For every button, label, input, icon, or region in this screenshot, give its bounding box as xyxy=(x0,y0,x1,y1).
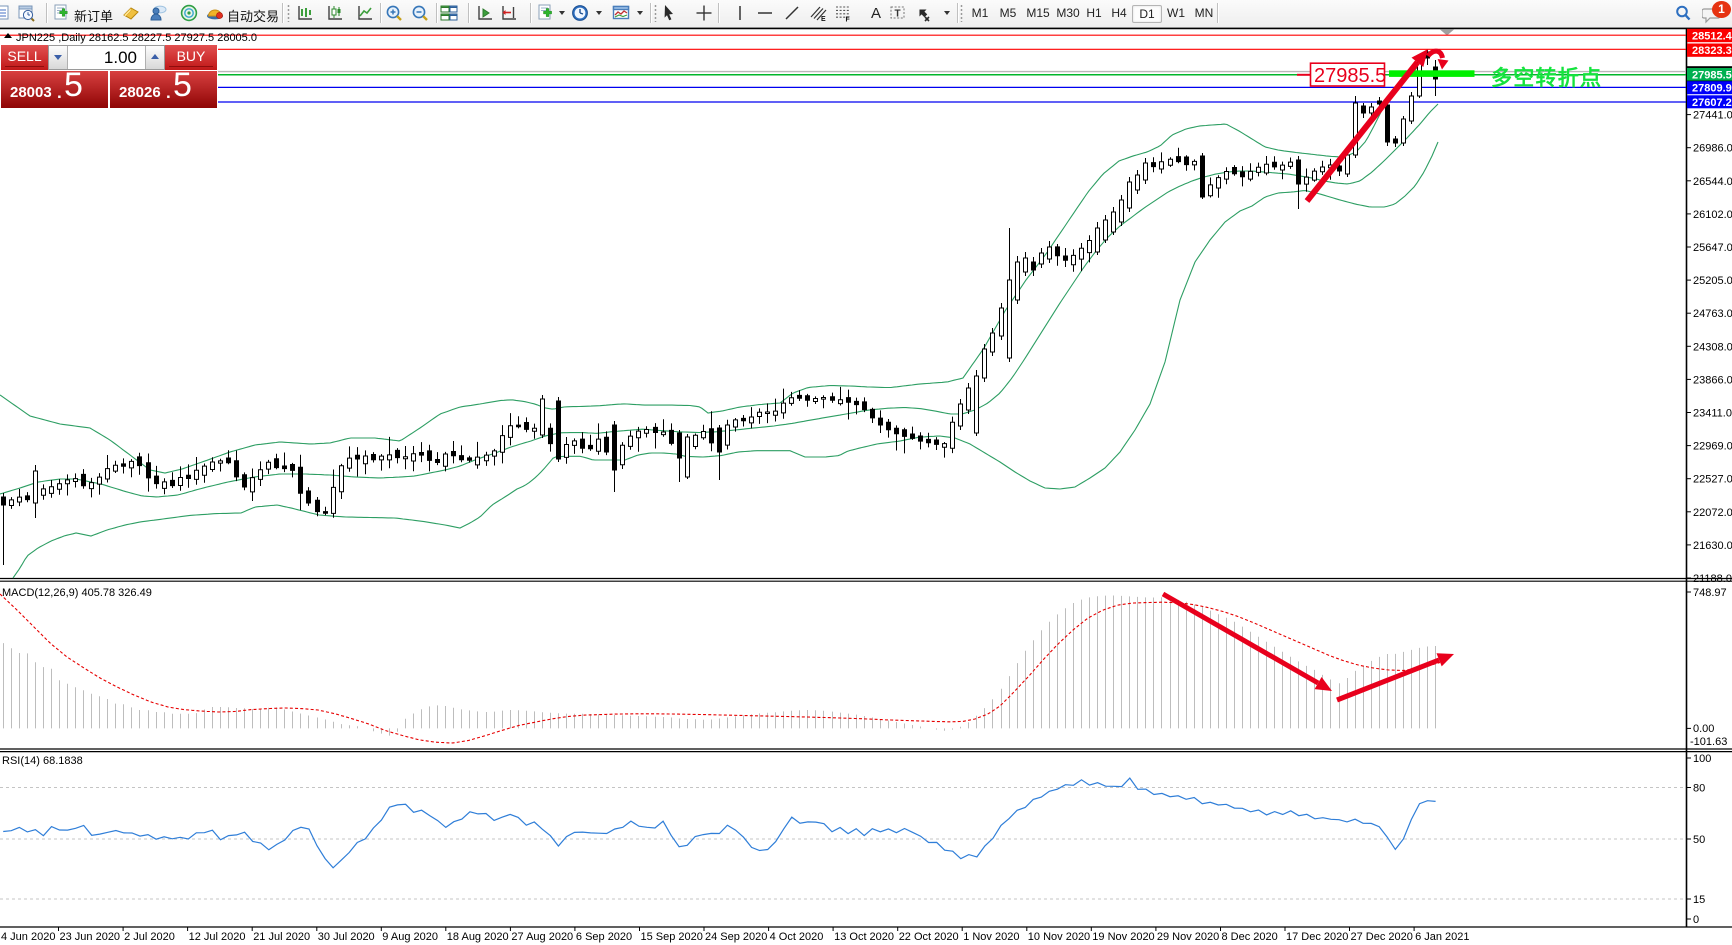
svg-text:2 Jul 2020: 2 Jul 2020 xyxy=(124,931,175,943)
svg-text:50: 50 xyxy=(1693,834,1705,846)
svg-text:26986.0: 26986.0 xyxy=(1693,143,1732,155)
svg-text:28512.4: 28512.4 xyxy=(1692,31,1732,43)
svg-text:RSI(14) 68.1838: RSI(14) 68.1838 xyxy=(2,755,83,767)
svg-text:18 Aug 2020: 18 Aug 2020 xyxy=(447,931,509,943)
svg-text:10 Nov 2020: 10 Nov 2020 xyxy=(1028,931,1090,943)
svg-text:21 Jul 2020: 21 Jul 2020 xyxy=(253,931,310,943)
svg-text:24 Sep 2020: 24 Sep 2020 xyxy=(705,931,767,943)
svg-text:26544.0: 26544.0 xyxy=(1693,176,1732,188)
svg-text:22527.0: 22527.0 xyxy=(1693,474,1732,486)
svg-text:6 Sep 2020: 6 Sep 2020 xyxy=(576,931,632,943)
svg-text:A: A xyxy=(871,5,881,22)
svg-text:多空转折点: 多空转折点 xyxy=(1491,66,1601,90)
svg-text:6 Jan 2021: 6 Jan 2021 xyxy=(1415,931,1469,943)
svg-text:F: F xyxy=(846,17,851,23)
svg-text:9 Aug 2020: 9 Aug 2020 xyxy=(382,931,438,943)
svg-text:8 Dec 2020: 8 Dec 2020 xyxy=(1222,931,1278,943)
svg-text:27985.5: 27985.5 xyxy=(1692,69,1732,81)
svg-text:27607.2: 27607.2 xyxy=(1692,97,1732,109)
svg-text:27985.5: 27985.5 xyxy=(1314,65,1386,87)
svg-text:30 Jul 2020: 30 Jul 2020 xyxy=(318,931,375,943)
svg-text:T: T xyxy=(895,9,901,20)
svg-text:15 Sep 2020: 15 Sep 2020 xyxy=(641,931,703,943)
svg-text:24763.0: 24763.0 xyxy=(1693,308,1732,320)
svg-text:19 Nov 2020: 19 Nov 2020 xyxy=(1092,931,1154,943)
svg-text:27 Dec 2020: 27 Dec 2020 xyxy=(1351,931,1413,943)
svg-text:22969.0: 22969.0 xyxy=(1693,441,1732,453)
svg-text:17 Dec 2020: 17 Dec 2020 xyxy=(1286,931,1348,943)
svg-text:26102.0: 26102.0 xyxy=(1693,209,1732,221)
svg-text:22 Oct 2020: 22 Oct 2020 xyxy=(899,931,959,943)
svg-text:0: 0 xyxy=(1693,914,1699,926)
svg-text:28323.3: 28323.3 xyxy=(1692,45,1732,57)
svg-text:1 Nov 2020: 1 Nov 2020 xyxy=(963,931,1019,943)
svg-text:27441.0: 27441.0 xyxy=(1693,110,1732,122)
svg-text:15: 15 xyxy=(1693,894,1705,906)
svg-text:748.97: 748.97 xyxy=(1693,587,1727,599)
svg-text:-101.63: -101.63 xyxy=(1690,736,1727,748)
svg-text:23 Jun 2020: 23 Jun 2020 xyxy=(60,931,121,943)
svg-text:25647.0: 25647.0 xyxy=(1693,242,1732,254)
svg-text:25205.0: 25205.0 xyxy=(1693,275,1732,287)
svg-text:100: 100 xyxy=(1693,753,1711,765)
svg-text:4 Jun 2020: 4 Jun 2020 xyxy=(1,931,55,943)
svg-text:24308.0: 24308.0 xyxy=(1693,341,1732,353)
svg-text:80: 80 xyxy=(1693,783,1705,795)
svg-text:E: E xyxy=(821,16,826,22)
svg-text:22072.0: 22072.0 xyxy=(1693,507,1732,519)
svg-text:27 Aug 2020: 27 Aug 2020 xyxy=(511,931,573,943)
svg-text:29 Nov 2020: 29 Nov 2020 xyxy=(1157,931,1219,943)
svg-text:4 Oct 2020: 4 Oct 2020 xyxy=(770,931,824,943)
svg-text:23411.0: 23411.0 xyxy=(1693,408,1732,420)
svg-text:13 Oct 2020: 13 Oct 2020 xyxy=(834,931,894,943)
svg-text:JPN225 ,Daily 28162.5 28227.5: JPN225 ,Daily 28162.5 28227.5 27927.5 28… xyxy=(16,32,257,44)
svg-text:12 Jul 2020: 12 Jul 2020 xyxy=(189,931,246,943)
svg-text:27809.9: 27809.9 xyxy=(1692,83,1732,95)
svg-text:0.00: 0.00 xyxy=(1693,723,1714,735)
svg-text:23866.0: 23866.0 xyxy=(1693,374,1732,386)
svg-text:21188.0: 21188.0 xyxy=(1693,573,1732,585)
svg-text:MACD(12,26,9) 405.78 326.49: MACD(12,26,9) 405.78 326.49 xyxy=(2,587,152,599)
svg-text:21630.0: 21630.0 xyxy=(1693,540,1732,552)
